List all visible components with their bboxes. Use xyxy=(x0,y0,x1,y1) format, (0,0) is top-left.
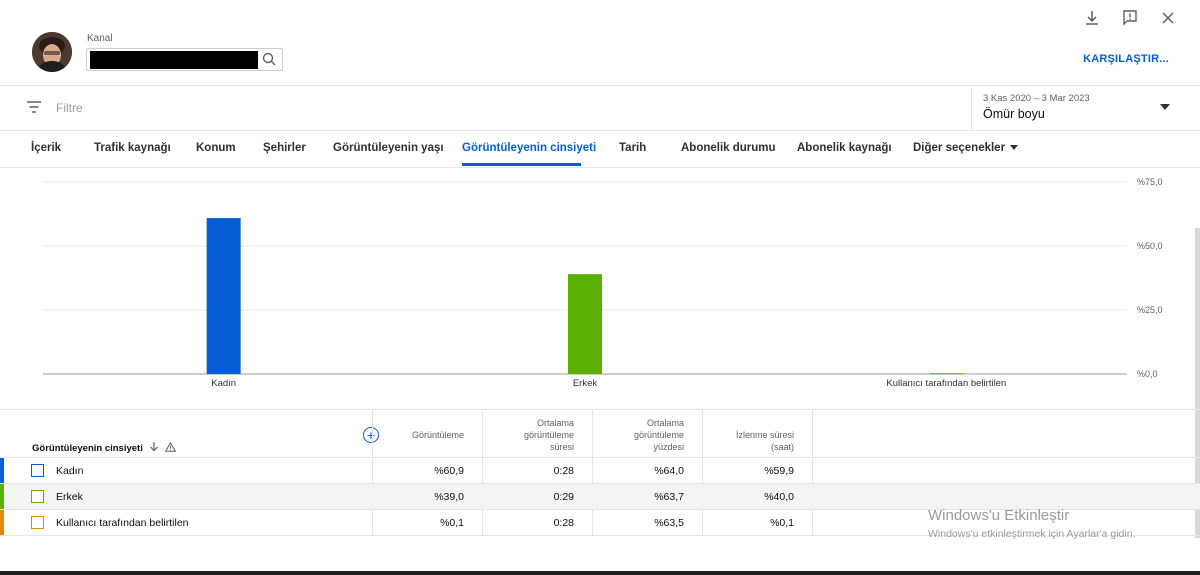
row-color-bar xyxy=(0,510,4,535)
tab-geography[interactable]: Konum xyxy=(196,142,236,154)
bar xyxy=(206,218,241,374)
vertical-scrollbar[interactable] xyxy=(1195,228,1200,538)
header-line: (saat) xyxy=(770,442,794,452)
cell-avg-duration: 0:28 xyxy=(553,465,574,477)
close-icon[interactable] xyxy=(1158,8,1178,28)
header-line: Ortalama xyxy=(646,418,684,428)
header-line: görüntüleme xyxy=(633,430,684,440)
table-header: Görüntüleyenin cinsiyeti + Görüntüleme xyxy=(0,409,1200,535)
tab-date[interactable]: Tarih xyxy=(619,142,647,154)
bar xyxy=(568,274,602,374)
header-line: yüzdesi xyxy=(653,442,684,452)
column-divider xyxy=(482,410,483,535)
channel-label: Kanal xyxy=(87,33,113,44)
download-icon[interactable] xyxy=(1082,8,1102,28)
tab-subscription-status[interactable]: Abonelik durumu xyxy=(681,142,776,154)
table-row[interactable]: Erkek %39,0 0:29 %63,7 %40,0 xyxy=(0,484,1200,510)
column-header-avg-percent-viewed[interactable]: Ortalama görüntüleme yüzdesi xyxy=(594,417,684,453)
active-tab-indicator xyxy=(462,163,581,166)
metrics-table: Görüntüleyenin cinsiyeti + Görüntüleme xyxy=(0,409,1200,536)
search-icon[interactable] xyxy=(262,52,276,71)
cell-watch-time: %59,9 xyxy=(764,465,794,477)
header-line: görüntüleme xyxy=(523,430,574,440)
gender-bar-chart: %0,0 %25,0 %50,0 %75,0 Kadın Erkek Kullanıcı t… xyxy=(43,177,1163,389)
filter-input[interactable]: Filtre xyxy=(56,101,83,115)
divider xyxy=(0,85,1200,86)
tab-cities[interactable]: Şehirler xyxy=(263,142,306,154)
y-tick-label: %25,0 xyxy=(1137,305,1163,315)
activation-watermark-subtitle: Windows'u etkinleştirmek için Ayarlar'a … xyxy=(928,528,1136,540)
header-line: Ortalama xyxy=(536,418,574,428)
tab-more-options[interactable]: Diğer seçenekler xyxy=(913,142,1019,154)
row-color-bar xyxy=(0,484,4,509)
column-divider xyxy=(372,410,373,535)
dimension-column-header[interactable]: Görüntüleyenin cinsiyeti xyxy=(32,441,177,455)
add-column-button[interactable]: + xyxy=(363,427,379,443)
warning-icon xyxy=(164,441,177,455)
column-header-watch-time[interactable]: İzlenme süresi (saat) xyxy=(704,417,794,453)
more-options-label: Diğer seçenekler xyxy=(913,142,1006,154)
date-range-text: 3 Kas 2020 – 3 Mar 2023 xyxy=(983,93,1090,104)
column-divider xyxy=(592,410,593,535)
cell-watch-time: %40,0 xyxy=(764,491,794,503)
channel-name-redacted xyxy=(90,50,258,69)
taskbar xyxy=(0,571,1200,575)
dimension-header-label: Görüntüleyenin cinsiyeti xyxy=(32,442,143,454)
window-actions xyxy=(1082,8,1178,28)
column-header-avg-view-duration[interactable]: Ortalama görüntüleme süresi xyxy=(484,417,574,453)
avatar xyxy=(32,32,72,72)
compare-button[interactable]: KARŞILAŞTIR... xyxy=(1083,53,1169,65)
y-tick-label: %0,0 xyxy=(1137,369,1158,379)
cell-avg-duration: 0:28 xyxy=(553,517,574,529)
header-line xyxy=(704,417,794,429)
date-preset-select[interactable]: Ömür boyu xyxy=(983,107,1045,121)
cell-avg-percent: %63,5 xyxy=(654,517,684,529)
cell-views: %39,0 xyxy=(434,491,464,503)
column-header-views[interactable]: Görüntüleme xyxy=(374,417,464,441)
row-color-bar xyxy=(0,458,4,483)
tab-subscription-source[interactable]: Abonelik kaynağı xyxy=(797,142,892,154)
tab-viewer-gender[interactable]: Görüntüleyenin cinsiyeti xyxy=(462,142,597,154)
y-tick-label: %50,0 xyxy=(1137,241,1163,251)
feedback-icon[interactable] xyxy=(1120,8,1140,28)
x-tick-label: Kadın xyxy=(211,378,236,389)
row-label: Erkek xyxy=(56,491,83,503)
header-line: İzlenme süresi xyxy=(735,430,794,440)
column-divider xyxy=(702,410,703,535)
divider xyxy=(0,167,1200,168)
row-checkbox[interactable] xyxy=(31,516,44,529)
x-tick-label: Kullanıcı tarafından belirtilen xyxy=(886,378,1006,389)
tab-content[interactable]: İçerik xyxy=(31,142,62,154)
bar xyxy=(929,373,964,374)
y-tick-label: %75,0 xyxy=(1137,177,1163,187)
cell-avg-percent: %64,0 xyxy=(654,465,684,477)
table-row[interactable]: Kadın %60,9 0:28 %64,0 %59,9 xyxy=(0,458,1200,484)
arrow-down-icon[interactable] xyxy=(149,441,159,455)
cell-avg-percent: %63,7 xyxy=(654,491,684,503)
report-tabs: İçerik Trafik kaynağı Konum Şehirler Gör… xyxy=(0,131,1200,167)
table-row[interactable]: Kullanıcı tarafından belirtilen %0,1 0:2… xyxy=(0,510,1200,536)
divider xyxy=(971,88,972,130)
row-label: Kullanıcı tarafından belirtilen xyxy=(56,517,189,529)
tab-viewer-age[interactable]: Görüntüleyenin yaşı xyxy=(333,142,444,154)
filter-icon[interactable] xyxy=(26,100,42,119)
tab-traffic-source[interactable]: Trafik kaynağı xyxy=(94,142,171,154)
activation-watermark-title: Windows'u Etkinleştir xyxy=(928,507,1070,524)
column-divider xyxy=(812,410,813,535)
x-tick-label: Erkek xyxy=(573,378,598,389)
channel-search-input[interactable] xyxy=(86,48,283,71)
divider xyxy=(0,130,1200,131)
cell-watch-time: %0,1 xyxy=(770,517,794,529)
header-line: Görüntüleme xyxy=(411,430,464,440)
cell-views: %60,9 xyxy=(434,465,464,477)
row-checkbox[interactable] xyxy=(31,490,44,503)
cell-views: %0,1 xyxy=(440,517,464,529)
header-line: süresi xyxy=(549,442,574,452)
cell-avg-duration: 0:29 xyxy=(553,491,574,503)
row-checkbox[interactable] xyxy=(31,464,44,477)
chevron-down-icon[interactable] xyxy=(1160,104,1170,110)
chevron-down-icon xyxy=(1010,145,1019,151)
row-label: Kadın xyxy=(56,465,84,477)
